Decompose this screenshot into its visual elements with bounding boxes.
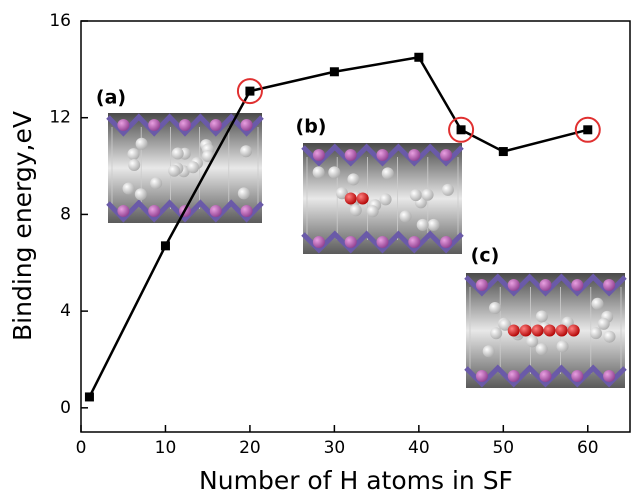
- inset-atom: [328, 166, 340, 178]
- insets: [108, 113, 625, 388]
- x-tick-label: 50: [492, 438, 514, 458]
- y-tick-label: 16: [49, 11, 71, 31]
- y-tick-label: 4: [60, 301, 71, 321]
- inset-atom: [380, 193, 392, 205]
- inset-atom: [136, 138, 148, 150]
- inset-atom: [382, 167, 394, 179]
- inset-atom: [408, 236, 420, 248]
- marker: [499, 147, 508, 156]
- inset-atom: [508, 325, 520, 337]
- inset-atom: [117, 205, 129, 217]
- inset-atom: [483, 345, 495, 357]
- x-tick-label: 10: [155, 438, 177, 458]
- inset-atom: [476, 279, 488, 291]
- inset-atom: [568, 325, 580, 337]
- x-axis-label: Number of H atoms in SF: [199, 466, 513, 495]
- chart: Number of H atoms in SF Binding energy,e…: [0, 0, 632, 500]
- inset-atom: [440, 236, 452, 248]
- inset-atom: [400, 210, 412, 222]
- inset-atom: [603, 370, 615, 382]
- inset-atom: [536, 310, 548, 322]
- inset-atom: [357, 193, 369, 205]
- inset-atom: [422, 189, 434, 201]
- inset-atom: [241, 205, 253, 217]
- inset-atom: [489, 302, 501, 314]
- marker: [245, 87, 254, 96]
- inset-atom: [604, 331, 616, 343]
- x-tick-label: 0: [76, 438, 87, 458]
- marker: [330, 67, 339, 76]
- x-tick-label: 20: [239, 438, 261, 458]
- inset-atom: [540, 370, 552, 382]
- inset-atom: [313, 236, 325, 248]
- inset-atom: [135, 188, 147, 200]
- inset-atom: [417, 219, 429, 231]
- inset-atom: [603, 279, 615, 291]
- inset-atom: [557, 340, 569, 352]
- x-tick-label: 40: [408, 438, 430, 458]
- y-axis-label: Binding energy,eV: [8, 111, 37, 341]
- inset-atom: [117, 119, 129, 131]
- inset-atom: [520, 325, 532, 337]
- inset-atom: [408, 149, 420, 161]
- inset-atom: [440, 149, 452, 161]
- inset-atom: [172, 148, 184, 160]
- inset-atom: [127, 148, 139, 160]
- inset-atom: [128, 159, 140, 171]
- inset-atom: [508, 279, 520, 291]
- inset-atom: [571, 370, 583, 382]
- inset-atom: [526, 335, 538, 347]
- inset-atom: [345, 149, 357, 161]
- y-tick-label: 0: [60, 398, 71, 418]
- inset-atom: [490, 327, 502, 339]
- inset-atom: [187, 161, 199, 173]
- inset-atom: [544, 325, 556, 337]
- inset-atom: [377, 149, 389, 161]
- inset-atom: [442, 184, 454, 196]
- inset-atom: [410, 189, 422, 201]
- inset-atom: [313, 166, 325, 178]
- inset-atom: [313, 149, 325, 161]
- inset-atom: [590, 327, 602, 339]
- inset-atom: [350, 204, 362, 216]
- inset-atom: [345, 193, 357, 205]
- inset-label: (a): [96, 87, 126, 109]
- x-tick-label: 60: [577, 438, 599, 458]
- marker: [414, 53, 423, 62]
- inset-atom: [532, 325, 544, 337]
- inset-atom: [536, 343, 548, 355]
- inset-atom: [123, 182, 135, 194]
- inset-atom: [377, 236, 389, 248]
- inset-atom: [345, 236, 357, 248]
- inset-atom: [241, 119, 253, 131]
- inset-label: (c): [471, 245, 500, 267]
- inset-atom: [150, 177, 162, 189]
- inset-atom: [540, 279, 552, 291]
- inset-atom: [148, 119, 160, 131]
- marker: [161, 241, 170, 250]
- inset-atom: [428, 219, 440, 231]
- inset-atom: [240, 145, 252, 157]
- inset-label: (b): [296, 116, 327, 138]
- y-tick-label: 12: [49, 108, 71, 128]
- inset-atom: [168, 165, 180, 177]
- marker: [583, 125, 592, 134]
- inset-atom: [148, 205, 160, 217]
- inset-atom: [556, 325, 568, 337]
- inset-atom: [598, 318, 610, 330]
- inset-atom: [210, 119, 222, 131]
- inset-atom: [367, 205, 379, 217]
- inset-atom: [238, 187, 250, 199]
- inset-atom: [347, 173, 359, 185]
- marker: [85, 392, 94, 401]
- marker: [457, 125, 466, 134]
- inset-atom: [571, 279, 583, 291]
- inset-atom: [592, 298, 604, 310]
- y-tick-label: 8: [60, 204, 71, 224]
- inset-atom: [210, 205, 222, 217]
- inset-atom: [476, 370, 488, 382]
- inset-atom: [179, 119, 191, 131]
- inset-atom: [508, 370, 520, 382]
- x-tick-label: 30: [324, 438, 346, 458]
